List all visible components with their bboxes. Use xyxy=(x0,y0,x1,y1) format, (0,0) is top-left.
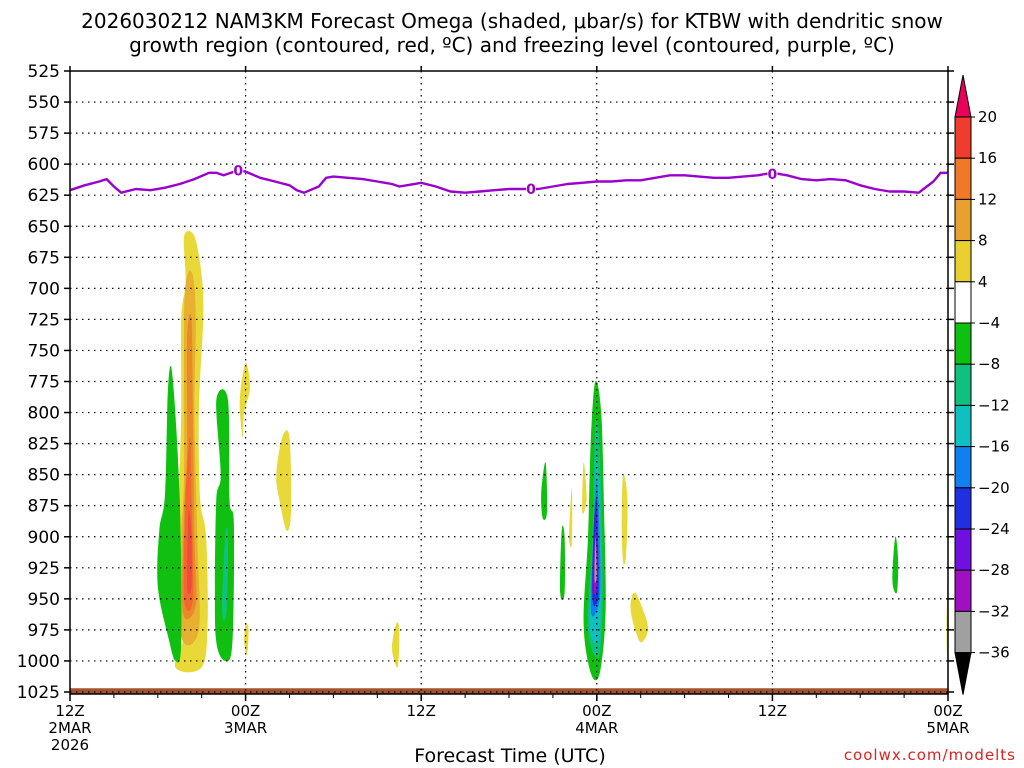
chart-title-line-2: growth region (contoured, red, ºC) and f… xyxy=(129,33,895,57)
x-axis-label: Forecast Time (UTC) xyxy=(414,745,605,767)
freezing-label-1: 0 xyxy=(526,182,536,198)
x-tick-label-3-1: 00Z xyxy=(582,702,611,720)
colorbar-segment-3 xyxy=(954,240,972,283)
freezing-label-bg-2 xyxy=(767,167,778,182)
freezing-label-0: 0 xyxy=(233,163,243,179)
colorbar-label-9: −20 xyxy=(978,479,1010,497)
omega-region-7 xyxy=(222,527,229,621)
x-tick-label-5-2: 5MAR xyxy=(926,719,969,737)
y-tick-label-1: 550 xyxy=(28,93,60,113)
x-tick-label-3-2: 4MAR xyxy=(575,719,618,737)
omega-region-25 xyxy=(630,592,649,643)
colorbar-bottom-arrow xyxy=(954,652,972,695)
colorbar-segment-9 xyxy=(954,487,972,530)
colorbar-segment-5 xyxy=(954,322,972,365)
colorbar-top-arrow xyxy=(954,74,972,118)
omega-region-14 xyxy=(569,487,573,548)
omega-region-12 xyxy=(541,461,548,520)
y-tick-label-17: 950 xyxy=(28,590,60,610)
grid-lines xyxy=(70,71,948,694)
x-tick-label-2-1: 12Z xyxy=(407,702,436,720)
y-tick-label-20: 1025 xyxy=(17,683,60,703)
freezing-label-bg-1 xyxy=(525,181,536,196)
colorbar-label-6: −8 xyxy=(978,355,1000,373)
x-tick-label-0-2: 2MAR xyxy=(48,719,91,737)
colorbar-label-8: −16 xyxy=(978,438,1010,456)
colorbar-label-0: 20 xyxy=(978,108,997,126)
colorbar-segment-8 xyxy=(954,446,972,489)
omega-region-5 xyxy=(157,365,182,663)
omega-shading xyxy=(157,230,949,681)
omega-region-6 xyxy=(214,389,235,662)
colorbar-segment-6 xyxy=(954,363,972,406)
x-tick-label-0-3: 2026 xyxy=(51,736,89,754)
y-tick-label-9: 750 xyxy=(28,341,60,361)
y-tick-label-6: 675 xyxy=(28,248,60,268)
y-tick-label-18: 975 xyxy=(28,621,60,641)
y-tick-label-5: 650 xyxy=(28,217,60,237)
colorbar-label-3: 8 xyxy=(978,232,988,250)
freezing-level-line xyxy=(69,169,948,194)
colorbar-segment-10 xyxy=(954,528,972,571)
colorbar-segment-0 xyxy=(954,116,972,159)
colorbar-label-11: −28 xyxy=(978,561,1010,579)
colorbar-label-10: −24 xyxy=(978,520,1010,538)
y-axis: 525 550 575 600 625 650 675 700 725 750 775 800 825 8… xyxy=(17,62,954,703)
x-tick-label-4-1: 12Z xyxy=(758,702,787,720)
y-tick-label-10: 775 xyxy=(28,373,60,393)
y-tick-label-14: 875 xyxy=(28,497,60,517)
x-tick-label-1-1: 00Z xyxy=(231,702,260,720)
y-tick-label-4: 625 xyxy=(28,186,60,206)
colorbar-segment-7 xyxy=(954,404,972,448)
omega-region-23 xyxy=(594,536,597,583)
y-tick-label-0: 525 xyxy=(28,62,60,82)
colorbar-segment-2 xyxy=(954,198,972,242)
colorbar-segment-11 xyxy=(954,569,972,612)
x-tick-label-0-1: 12Z xyxy=(55,702,84,720)
omega-region-15 xyxy=(582,462,587,514)
y-tick-label-12: 825 xyxy=(28,435,60,455)
omega-region-8 xyxy=(239,362,251,438)
colorbar-label-7: −12 xyxy=(978,396,1010,414)
x-tick-label-1-2: 3MAR xyxy=(224,719,267,737)
omega-region-24 xyxy=(621,473,628,565)
credit-text: coolwx.com/modelts xyxy=(844,746,1016,764)
colorbar-segment-4 xyxy=(954,281,972,324)
x-tick-label-5-1: 00Z xyxy=(933,702,962,720)
omega-region-4 xyxy=(186,509,192,595)
y-tick-label-16: 925 xyxy=(28,559,60,579)
omega-region-11 xyxy=(391,622,400,668)
y-tick-label-2: 575 xyxy=(28,124,60,144)
y-tick-label-8: 725 xyxy=(28,310,60,330)
freezing-level-contour: 0 0 0 xyxy=(69,163,948,198)
terrain-band xyxy=(70,688,948,694)
colorbar-segment-1 xyxy=(954,157,972,200)
y-tick-label-11: 800 xyxy=(28,404,60,424)
y-tick-label-15: 900 xyxy=(28,528,60,548)
omega-region-13 xyxy=(560,525,566,601)
colorbar-label-2: 12 xyxy=(978,190,997,208)
colorbar-label-12: −32 xyxy=(978,602,1010,620)
y-tick-label-19: 1000 xyxy=(17,652,60,672)
colorbar-label-1: 16 xyxy=(978,149,997,167)
freezing-label-2: 0 xyxy=(768,167,778,183)
y-tick-label-13: 850 xyxy=(28,466,60,486)
colorbar-label-13: −36 xyxy=(978,644,1010,662)
chart-title-line-1: 2026030212 NAM3KM Forecast Omega (shaded… xyxy=(81,9,943,33)
omega-region-26 xyxy=(892,536,899,594)
y-tick-label-7: 700 xyxy=(28,279,60,299)
colorbar-segment-12 xyxy=(954,610,972,654)
colorbar-label-5: −4 xyxy=(978,314,1000,332)
y-tick-label-3: 600 xyxy=(28,155,60,175)
freezing-label-bg-0 xyxy=(233,163,244,178)
colorbar: 20 16 12 8 4 −4 −8 −12 −16 −20 −24 −28 −32 −36 xyxy=(954,74,1010,695)
colorbar-label-4: 4 xyxy=(978,273,988,291)
terrain-fill xyxy=(70,688,948,694)
